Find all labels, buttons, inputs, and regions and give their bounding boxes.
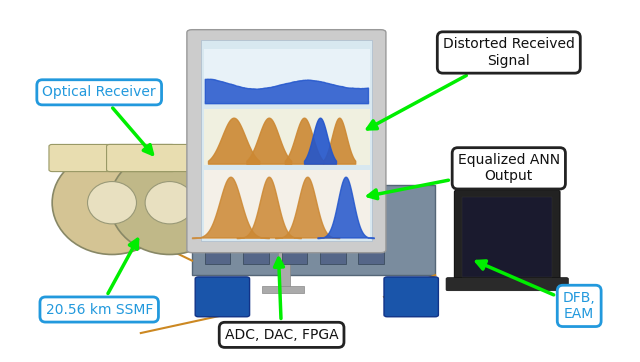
FancyBboxPatch shape (187, 30, 386, 253)
Text: Optical Receiver: Optical Receiver (42, 85, 156, 154)
FancyBboxPatch shape (358, 243, 384, 264)
FancyBboxPatch shape (282, 243, 307, 264)
FancyBboxPatch shape (446, 278, 568, 291)
Text: Distorted Received
Signal: Distorted Received Signal (367, 37, 575, 129)
FancyBboxPatch shape (106, 144, 233, 172)
FancyBboxPatch shape (192, 185, 435, 275)
Ellipse shape (52, 151, 172, 254)
FancyBboxPatch shape (204, 170, 370, 239)
FancyBboxPatch shape (49, 144, 175, 172)
FancyBboxPatch shape (243, 243, 269, 264)
Ellipse shape (145, 182, 194, 224)
Text: Equalized ANN
Output: Equalized ANN Output (368, 153, 560, 199)
FancyBboxPatch shape (218, 228, 237, 239)
Ellipse shape (88, 182, 136, 224)
FancyBboxPatch shape (320, 228, 339, 239)
FancyBboxPatch shape (205, 243, 230, 264)
FancyBboxPatch shape (320, 243, 346, 264)
FancyBboxPatch shape (269, 228, 288, 239)
Ellipse shape (110, 151, 230, 254)
Text: 20.56 km SSMF: 20.56 km SSMF (45, 239, 153, 316)
FancyBboxPatch shape (195, 277, 250, 317)
FancyBboxPatch shape (454, 190, 560, 284)
Text: ADC, DAC, FPGA: ADC, DAC, FPGA (225, 258, 339, 342)
FancyBboxPatch shape (204, 109, 370, 165)
FancyBboxPatch shape (201, 40, 372, 241)
FancyBboxPatch shape (262, 286, 304, 293)
Text: DFB,
EAM: DFB, EAM (477, 261, 596, 321)
FancyBboxPatch shape (384, 277, 438, 317)
FancyBboxPatch shape (204, 49, 370, 101)
FancyBboxPatch shape (462, 197, 552, 277)
FancyBboxPatch shape (278, 246, 290, 290)
